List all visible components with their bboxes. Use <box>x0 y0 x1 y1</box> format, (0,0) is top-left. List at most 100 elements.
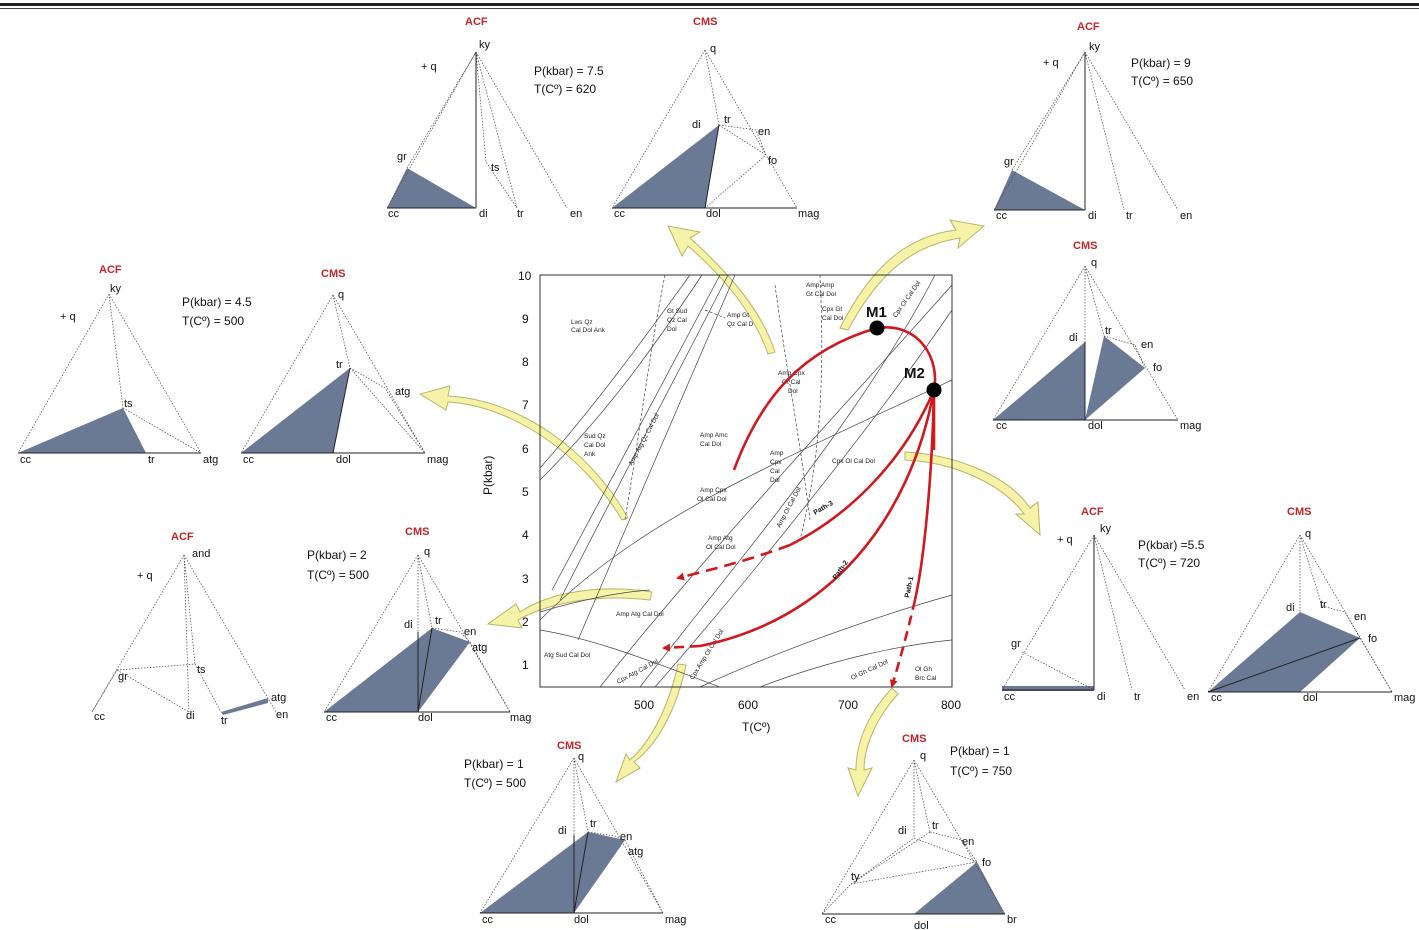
phase-label: q <box>1091 257 1097 269</box>
path-m1-prograde <box>732 326 937 471</box>
phase-label: di <box>1069 332 1078 344</box>
field-label: Cpx <box>770 459 782 466</box>
field-label: Cal Dol Ank <box>571 327 606 334</box>
field-label: Cpx Ol Cal Dol <box>892 279 923 319</box>
phase-label: q <box>710 43 716 55</box>
phase-label: cc <box>326 712 338 724</box>
x-axis-label: T(Cº) <box>742 720 770 734</box>
arrow-to-top-cms <box>667 225 776 355</box>
path-2-dashed <box>662 643 701 652</box>
y-tick: 3 <box>522 572 529 586</box>
phase-label: ky <box>1100 523 1112 535</box>
y-tick: 10 <box>518 269 532 283</box>
phase-label: di <box>186 710 195 722</box>
phase-label: tr <box>590 818 597 830</box>
field-label: Dol <box>667 326 677 333</box>
x-tick: 800 <box>941 698 961 712</box>
phase-label: ky <box>110 283 122 295</box>
phase-label: di <box>692 119 701 131</box>
pt-chart: 10 9 8 7 6 5 4 3 2 1 P(kbar) 500 600 700… <box>481 269 961 734</box>
field-label: Cal <box>770 468 780 475</box>
field-label: Gt Sud <box>667 308 688 315</box>
path-label: Path-3 <box>813 500 835 517</box>
temperature-note: T(Cº) = 500 <box>464 776 526 790</box>
phase-label: mag <box>798 208 819 220</box>
phase-label: mag <box>1394 692 1415 704</box>
pt-paths <box>662 326 937 688</box>
phase-label: en <box>1180 210 1192 222</box>
phase-label: gr <box>397 151 407 163</box>
phase-label: tr <box>932 820 939 832</box>
field-label: Amp Gt <box>727 312 749 319</box>
phase-label: fo <box>1153 362 1162 374</box>
path-3 <box>789 389 936 547</box>
phase-label: cc <box>1211 692 1223 704</box>
field-label: Atg Sud Cal Dol <box>544 652 591 659</box>
point-label: M2 <box>904 365 925 382</box>
phase-label: dol <box>1088 420 1103 432</box>
phase-label: en <box>1187 691 1199 703</box>
lowleft-acf-diagram: ACF + q and gr ts cc di tr atg en <box>91 531 288 727</box>
field-label: Cal Dol <box>584 442 606 449</box>
phase-label: di <box>1088 210 1097 222</box>
fill-region <box>914 862 1005 914</box>
point-m2 <box>926 382 942 398</box>
temperature-note: T(Cº) = 650 <box>1131 74 1193 88</box>
path-3-dashed <box>676 543 791 581</box>
field-label: Dol <box>788 388 798 395</box>
phase-label: q <box>920 750 926 762</box>
field-label: Lws Qz <box>571 319 593 326</box>
arrow-to-lowleft-cms <box>486 588 653 629</box>
phase-label: ky <box>1089 41 1101 53</box>
phase-label: q <box>424 546 430 558</box>
fill-tie-band <box>221 698 268 715</box>
y-tick: 4 <box>522 528 529 542</box>
path-2 <box>699 389 936 648</box>
phase-label: tr <box>1105 325 1112 337</box>
phase-label: gr <box>1011 638 1021 650</box>
point-label: M1 <box>866 304 887 321</box>
phase-label: ts <box>491 162 500 174</box>
x-tick: 500 <box>634 698 654 712</box>
temperature-note: T(Cº) = 500 <box>182 314 244 328</box>
phase-label: tr <box>1134 691 1141 703</box>
field-label: Brc Cal <box>915 675 937 682</box>
diagram-title: CMS <box>902 733 926 745</box>
phase-label: fo <box>1368 633 1377 645</box>
plus-q-label: + q <box>1057 534 1073 546</box>
phase-label: tr <box>435 615 442 627</box>
fill-region-1 <box>993 342 1085 420</box>
phase-label: ky <box>479 39 491 51</box>
diagram-title: ACF <box>1077 21 1100 33</box>
phase-label: dol <box>914 920 929 930</box>
fill-region <box>994 170 1085 210</box>
top-cms-diagram: CMS q di tr en fo cc dol mag <box>611 16 819 220</box>
path-label: Path-2 <box>832 560 850 582</box>
phase-label: dol <box>1303 692 1318 704</box>
phase-label: cc <box>614 208 626 220</box>
pressure-note: P(kbar) = 7.5 <box>534 64 604 78</box>
field-label: Cal Dol <box>822 315 844 322</box>
y-tick: 8 <box>522 355 529 369</box>
pressure-note: P(kbar) =5.5 <box>1138 538 1205 552</box>
field-label: Amp Amp <box>806 282 835 289</box>
field-label: Cpx Amp Ol Cal Dol <box>689 628 726 681</box>
temperature-note: T(Cº) = 500 <box>307 568 369 582</box>
y-tick: 2 <box>522 615 529 629</box>
yellow-arrows <box>418 219 1041 798</box>
phase-label: ty <box>851 871 860 883</box>
phase-label: di <box>558 825 567 837</box>
phase-label: en <box>620 831 632 843</box>
y-tick: 7 <box>522 398 529 412</box>
diagram-title: CMS <box>405 526 429 538</box>
phase-label: di <box>1286 602 1295 614</box>
fill-region <box>387 168 476 208</box>
pressure-note: P(kbar) = 2 <box>307 548 367 562</box>
phase-label: tr <box>148 454 155 466</box>
phase-label: ts <box>197 664 206 676</box>
midright-acf-diagram: ACF + q ky gr cc di tr en P(kbar) =5.5 T… <box>1001 506 1205 703</box>
diagram-title: ACF <box>465 16 488 28</box>
fill-region <box>1208 612 1360 692</box>
field-label: Ol Gh <box>915 666 932 673</box>
